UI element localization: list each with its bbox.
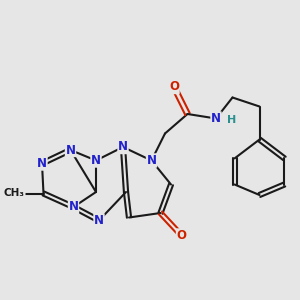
Text: N: N — [91, 154, 101, 167]
Text: O: O — [176, 229, 187, 242]
Text: N: N — [65, 143, 76, 157]
Text: N: N — [146, 154, 157, 167]
Text: CH₃: CH₃ — [4, 188, 25, 199]
Text: N: N — [68, 200, 79, 214]
Text: N: N — [118, 140, 128, 154]
Text: N: N — [211, 112, 221, 125]
Text: H: H — [227, 115, 236, 125]
Text: O: O — [169, 80, 179, 94]
Text: N: N — [37, 157, 47, 170]
Text: N: N — [94, 214, 104, 227]
